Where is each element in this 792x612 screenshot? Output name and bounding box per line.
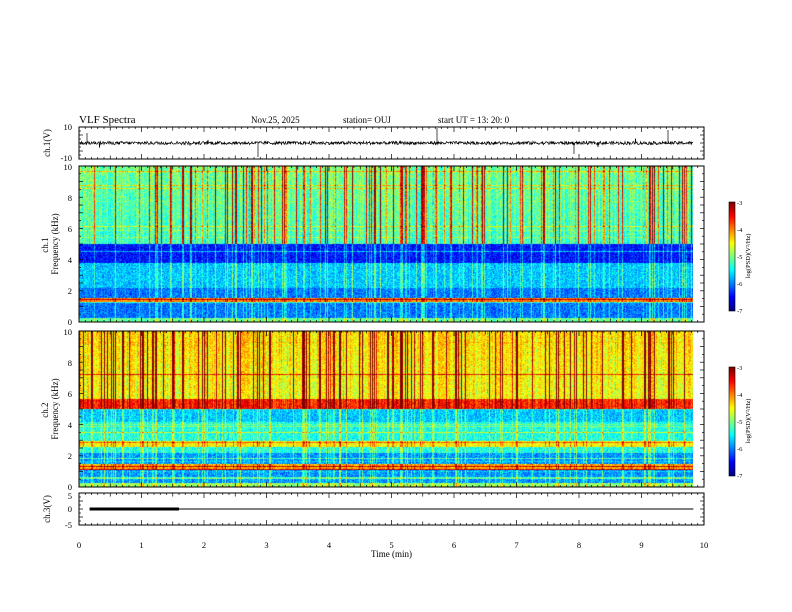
spec1-ytick-label: 6 bbox=[68, 224, 72, 234]
spec2-ytick-label: 6 bbox=[68, 389, 72, 399]
spec2-ytick-label: 10 bbox=[64, 327, 73, 337]
ch3-y-axis-label: ch.3(V) bbox=[42, 495, 52, 523]
cbar1-tick-label: -6 bbox=[737, 281, 743, 288]
date-label: Nov.25, 2025 bbox=[251, 115, 300, 125]
cbar1-tick-label: -4 bbox=[737, 227, 743, 234]
spec2-ytick-label: 2 bbox=[68, 451, 72, 461]
axis-ticks bbox=[78, 126, 705, 526]
cbar2-label: log(PSD)(V²/Hz) bbox=[745, 399, 752, 444]
ch1-y-axis-label: ch.1(V) bbox=[42, 129, 52, 157]
cbar2-tick-label: -4 bbox=[737, 392, 743, 399]
x-tick-label: 9 bbox=[639, 540, 643, 550]
spec2-frequency-label: Frequency (kHz) bbox=[50, 378, 60, 439]
start-time-label: start UT = 13: 20: 0 bbox=[438, 115, 510, 125]
x-tick-label: 8 bbox=[577, 540, 581, 550]
cbar1-tick-label: -5 bbox=[737, 254, 742, 261]
ch2-colorbar bbox=[729, 367, 735, 476]
ch2-colorbar-frame bbox=[728, 366, 736, 477]
x-axis-label: Time (min) bbox=[371, 549, 412, 559]
x-tick-label: 2 bbox=[202, 540, 206, 550]
x-tick-label: 4 bbox=[327, 540, 332, 550]
cbar2-tick-label: -3 bbox=[737, 365, 742, 372]
spec2-ytick-label: 4 bbox=[68, 420, 73, 430]
station-label: station= OUJ bbox=[343, 115, 391, 125]
cbar2-tick-label: -6 bbox=[737, 446, 743, 453]
ch3-ytick-label: 0 bbox=[68, 504, 72, 514]
ch1-ytick-label: 10 bbox=[64, 122, 73, 132]
spec1-ytick-label: 2 bbox=[68, 286, 72, 296]
x-tick-label: 3 bbox=[264, 540, 268, 550]
x-tick-label: 10 bbox=[700, 540, 709, 550]
cbar1-tick-label: -7 bbox=[737, 308, 743, 315]
spec2-ytick-label: 8 bbox=[68, 358, 72, 368]
spec1-ytick-label: 10 bbox=[64, 162, 73, 172]
ch2-spectrogram bbox=[79, 331, 693, 487]
ch1-ytick-label: -10 bbox=[61, 153, 72, 163]
spec2-y-axis-label: ch.2 Frequency (kHz) bbox=[40, 378, 60, 439]
spec1-ytick-label: 8 bbox=[68, 193, 72, 203]
ch3-ytick-label: 5 bbox=[68, 491, 72, 501]
spec1-ytick-label: 0 bbox=[68, 317, 72, 327]
cbar1-label: log(PSD)(V²/Hz) bbox=[745, 234, 752, 279]
spec1-channel-label: ch.1 bbox=[40, 238, 50, 253]
ch1-spectrogram bbox=[79, 166, 693, 322]
x-tick-label: 5 bbox=[389, 540, 393, 550]
figure-title: VLF Spectra bbox=[79, 114, 136, 126]
spec2-ytick-label: 0 bbox=[68, 482, 72, 492]
ch1-waveform-trace bbox=[79, 128, 694, 157]
ch1-waveform-panel bbox=[79, 127, 704, 159]
x-tick-label: 1 bbox=[139, 540, 143, 550]
x-tick-label: 0 bbox=[77, 540, 81, 550]
x-tick-label: 6 bbox=[452, 540, 456, 550]
spec1-y-axis-label: ch.1 Frequency (kHz) bbox=[40, 213, 60, 274]
x-tick-label: 7 bbox=[514, 540, 518, 550]
cbar1-tick-label: -3 bbox=[737, 200, 742, 207]
spec2-channel-label: ch.2 bbox=[40, 403, 50, 418]
cbar2-tick-label: -7 bbox=[737, 473, 743, 480]
ch3-ytick-label: -5 bbox=[65, 520, 72, 530]
cbar2-tick-label: -5 bbox=[737, 419, 742, 426]
spec1-frequency-label: Frequency (kHz) bbox=[50, 213, 60, 274]
ch1-colorbar-frame bbox=[728, 201, 736, 312]
ch1-colorbar bbox=[729, 202, 735, 311]
spec1-ytick-label: 4 bbox=[68, 255, 73, 265]
